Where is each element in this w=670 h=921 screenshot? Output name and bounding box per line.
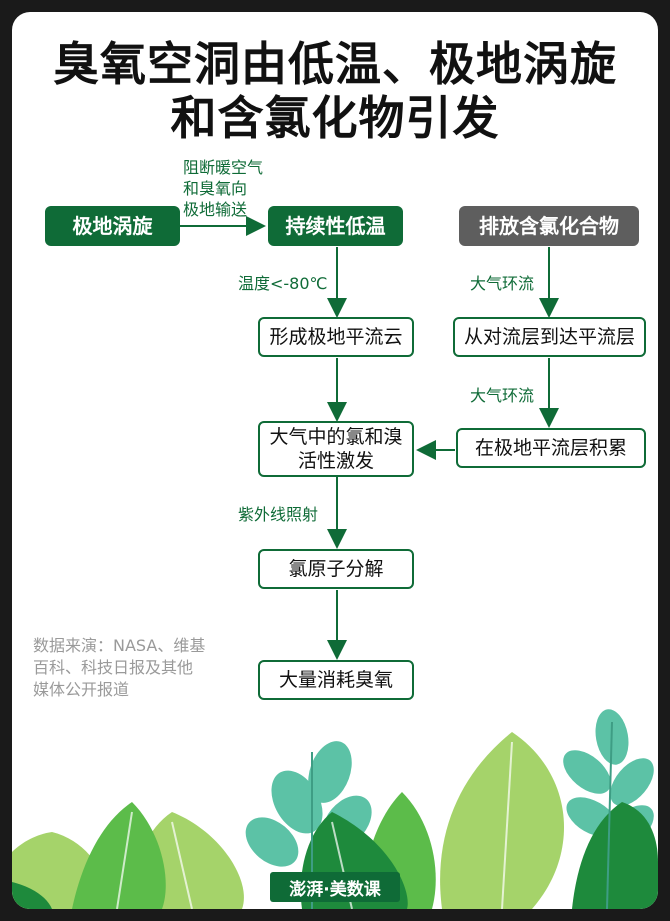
- thepaper-logo: 澎湃·美数课: [270, 872, 400, 902]
- edge-label-block-warm-air-1: 阻断暖空气: [183, 158, 264, 177]
- title-line-1: 臭氧空洞由低温、极地涡旋: [53, 37, 617, 91]
- source-note: 数据来演：NASA、维基 百科、科技日报及其他 媒体公开报道: [33, 635, 233, 701]
- node-chlorine-decomposition: 氯原子分解: [258, 549, 414, 589]
- node-polar-vortex: 极地涡旋: [45, 206, 180, 246]
- node-activation-line-1: 大气中的氯和溴: [269, 426, 403, 448]
- node-emit-chlorides: 排放含氯化合物: [459, 206, 639, 246]
- node-troposphere-to-stratosphere: 从对流层到达平流层: [453, 317, 646, 357]
- title-line-2: 和含氯化物引发: [170, 91, 500, 145]
- source-line-2: 百科、科技日报及其他: [33, 658, 194, 677]
- edge-label-block-warm-air: 阻断暖空气 和臭氧向 极地输送: [183, 157, 263, 220]
- node-ozone-depletion: 大量消耗臭氧: [258, 660, 414, 700]
- edge-label-uv-irradiation: 紫外线照射: [238, 505, 319, 524]
- node-activation-line-2: 活性激发: [297, 450, 374, 472]
- source-line-3: 媒体公开报道: [33, 680, 130, 699]
- leaf-decoration: [12, 709, 658, 909]
- edge-label-block-warm-air-2: 和臭氧向: [183, 179, 248, 198]
- edge-label-block-warm-air-3: 极地输送: [183, 200, 248, 219]
- edge-label-atmos-circulation-2: 大气环流: [470, 386, 535, 405]
- source-line-1: 数据来演：NASA、维基: [33, 636, 206, 655]
- node-activation: 大气中的氯和溴 活性激发: [258, 421, 414, 477]
- node-sustained-low-temp: 持续性低温: [268, 206, 403, 246]
- node-accumulate-polar-stratosphere: 在极地平流层积累: [456, 428, 646, 468]
- node-form-psc: 形成极地平流云: [258, 317, 414, 357]
- edge-label-temperature: 温度<-80℃: [238, 274, 328, 293]
- edge-label-atmos-circulation-1: 大气环流: [470, 274, 535, 293]
